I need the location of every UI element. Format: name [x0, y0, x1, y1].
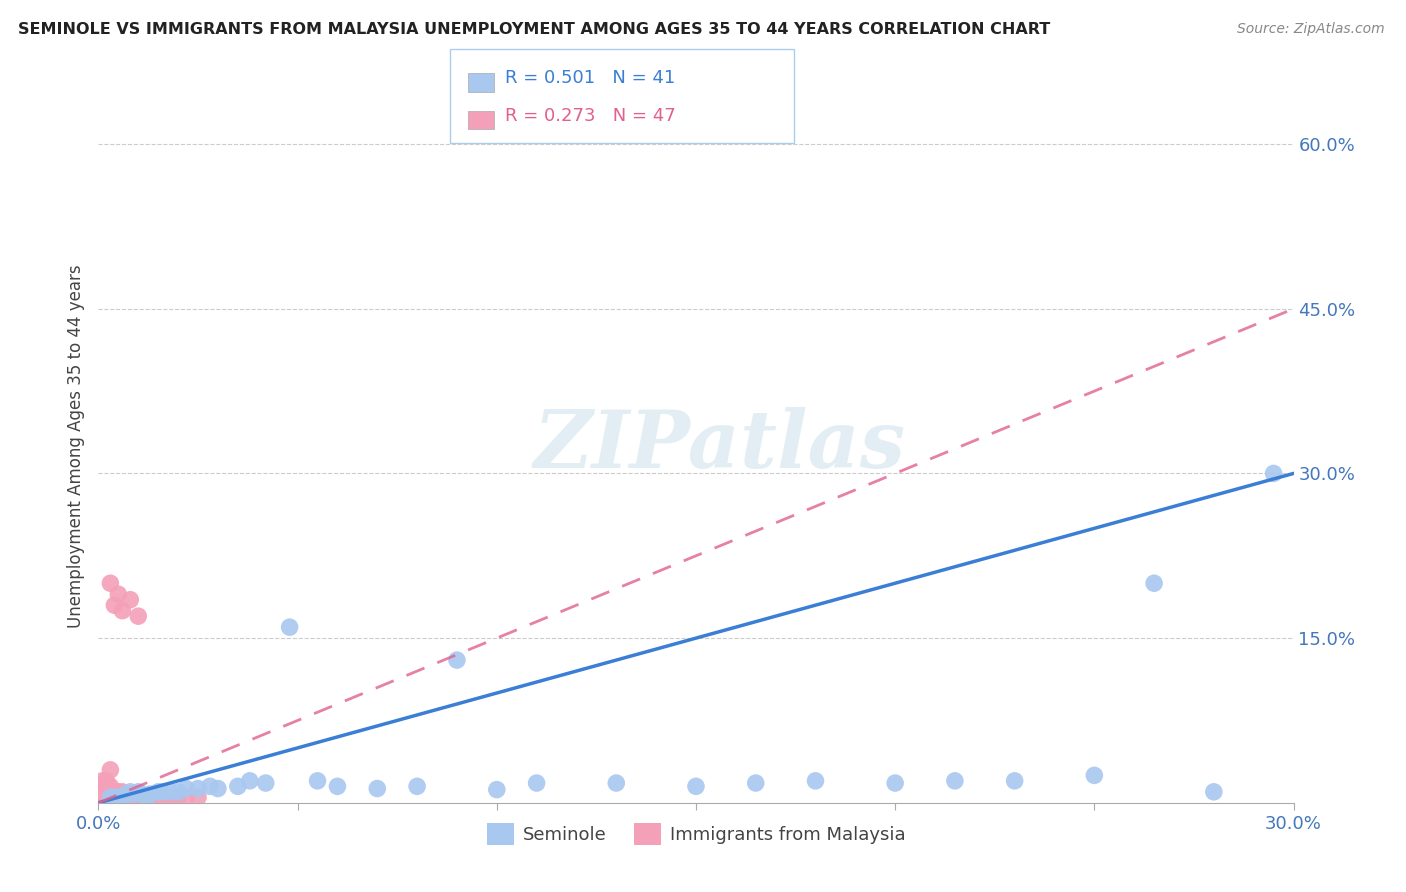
Point [120, 785, 142, 799]
Point [804, 773, 827, 788]
Point [107, 785, 129, 799]
Point [131, 787, 153, 801]
Point [1083, 768, 1105, 782]
Point [406, 780, 429, 794]
Point [163, 790, 186, 805]
Point [96, 780, 118, 794]
Point [187, 790, 209, 805]
Point [98, 780, 122, 794]
Point [155, 790, 177, 805]
Point [98, 790, 122, 805]
Point [91, 773, 114, 788]
Point [111, 604, 134, 618]
Text: ZIPatlas: ZIPatlas [534, 408, 905, 484]
Point [1004, 773, 1026, 788]
Point [91, 787, 114, 801]
Point [226, 780, 249, 794]
Point [174, 781, 197, 796]
Point [366, 781, 388, 796]
Point [96, 790, 118, 805]
Point [139, 790, 162, 805]
Point [239, 773, 262, 788]
Point [127, 609, 149, 624]
Point [127, 787, 149, 801]
Point [135, 790, 157, 805]
Point [115, 787, 138, 801]
Point [198, 780, 221, 794]
Point [124, 790, 146, 805]
Point [103, 790, 125, 805]
Text: R = 0.273   N = 47: R = 0.273 N = 47 [505, 107, 675, 125]
Point [107, 790, 129, 805]
Point [107, 787, 129, 801]
Point [98, 576, 122, 591]
Point [131, 790, 153, 805]
Point [103, 598, 125, 612]
Point [91, 785, 114, 799]
Point [107, 790, 129, 805]
Point [143, 790, 166, 805]
Point [485, 782, 508, 797]
Point [1202, 785, 1225, 799]
Point [1263, 467, 1285, 481]
Point [943, 773, 966, 788]
Point [91, 790, 114, 805]
Point [254, 776, 277, 790]
Point [115, 787, 138, 801]
Point [96, 773, 118, 788]
Point [98, 763, 122, 777]
Point [111, 790, 134, 805]
Point [1143, 576, 1166, 591]
Point [150, 790, 173, 805]
Point [745, 776, 768, 790]
Point [111, 790, 134, 805]
Point [167, 785, 190, 799]
Point [307, 773, 329, 788]
Point [124, 787, 146, 801]
Point [685, 780, 707, 794]
Point [278, 620, 301, 634]
Point [159, 790, 181, 805]
Point [135, 790, 157, 805]
Point [103, 785, 125, 799]
Point [159, 785, 181, 799]
Point [167, 790, 190, 805]
Point [124, 787, 146, 801]
Point [120, 592, 142, 607]
Point [148, 785, 170, 799]
Point [174, 790, 197, 805]
Point [120, 790, 142, 805]
Point [207, 781, 229, 796]
Point [148, 790, 170, 805]
Text: Source: ZipAtlas.com: Source: ZipAtlas.com [1237, 22, 1385, 37]
Text: R = 0.501   N = 41: R = 0.501 N = 41 [505, 69, 675, 87]
Point [103, 790, 125, 805]
Point [127, 785, 149, 799]
Point [107, 587, 129, 601]
Point [326, 780, 349, 794]
Point [526, 776, 548, 790]
Point [103, 787, 125, 801]
Point [150, 785, 173, 799]
Point [884, 776, 907, 790]
Point [139, 787, 162, 801]
Point [98, 790, 122, 805]
Point [96, 785, 118, 799]
Point [120, 787, 142, 801]
Text: SEMINOLE VS IMMIGRANTS FROM MALAYSIA UNEMPLOYMENT AMONG AGES 35 TO 44 YEARS CORR: SEMINOLE VS IMMIGRANTS FROM MALAYSIA UNE… [18, 22, 1050, 37]
Point [115, 790, 138, 805]
Legend: Seminole, Immigrants from Malaysia: Seminole, Immigrants from Malaysia [478, 814, 914, 855]
Point [111, 785, 134, 799]
Y-axis label: Unemployment Among Ages 35 to 44 years: Unemployment Among Ages 35 to 44 years [66, 264, 84, 628]
Point [446, 653, 468, 667]
Point [96, 787, 118, 801]
Point [187, 781, 209, 796]
Point [98, 787, 122, 801]
Point [127, 790, 149, 805]
Point [605, 776, 627, 790]
